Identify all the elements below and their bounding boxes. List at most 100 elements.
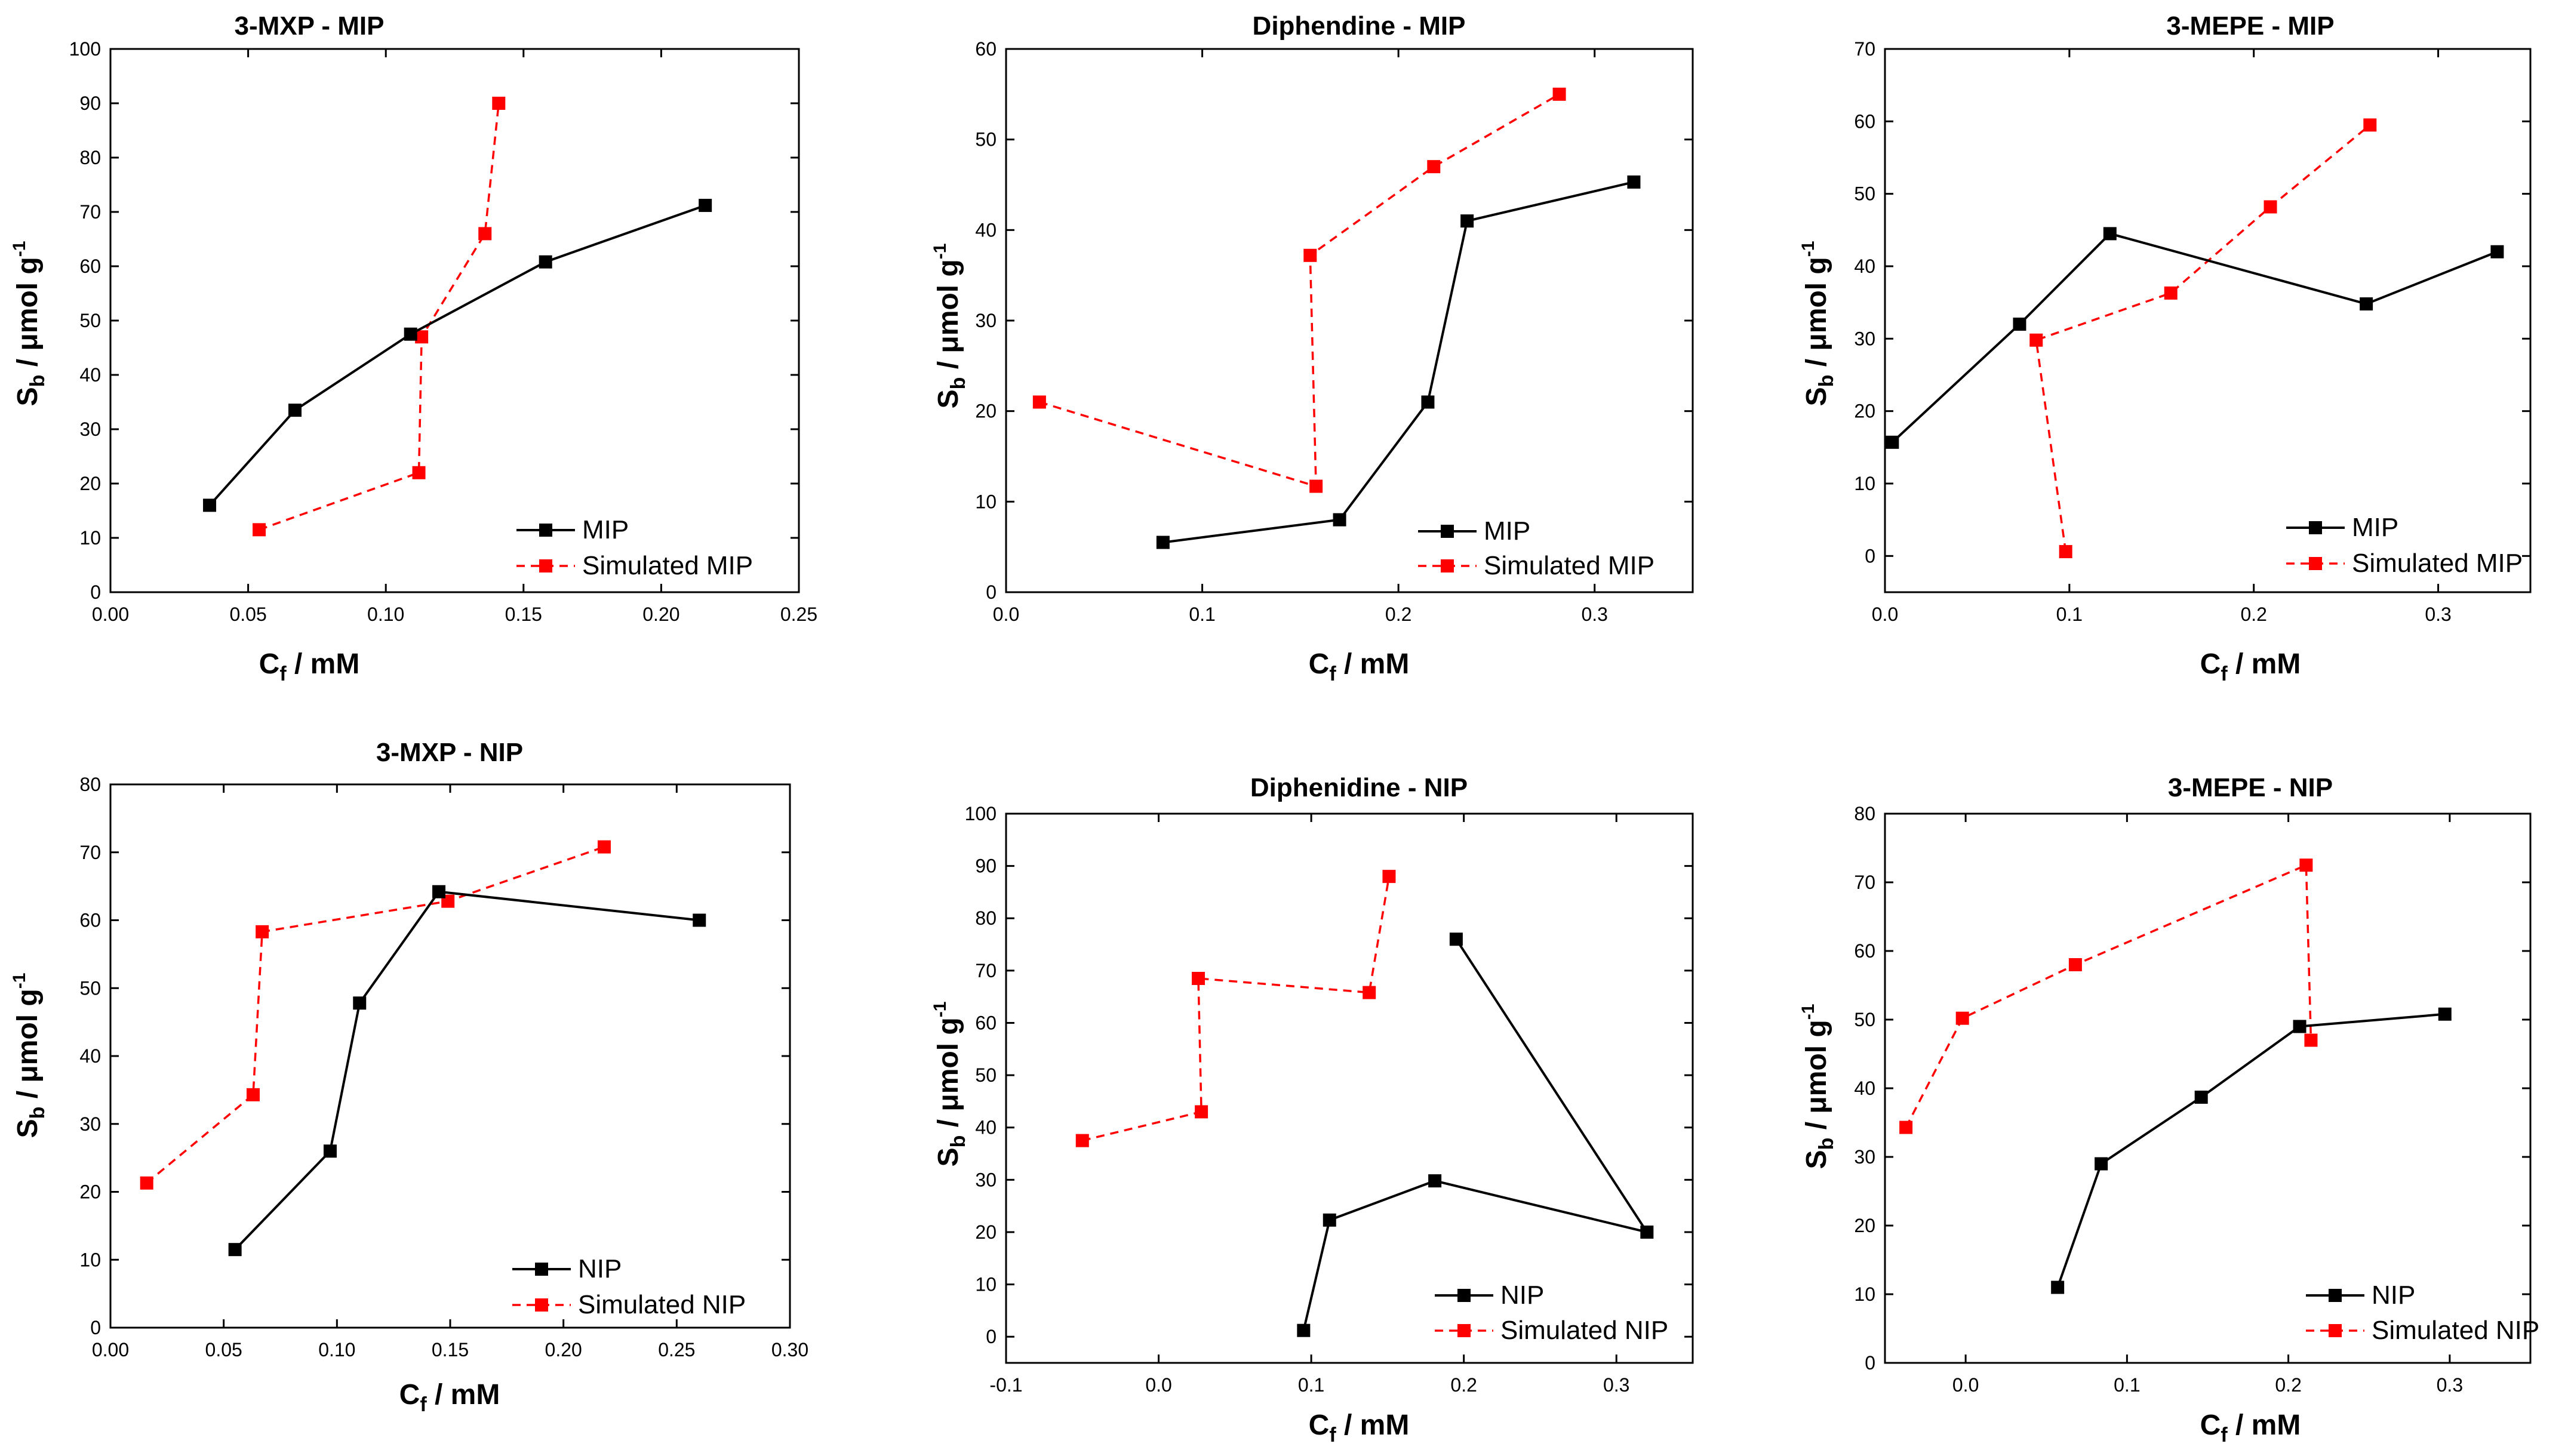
data-point <box>1303 248 1317 262</box>
y-tick-label: 0 <box>986 581 997 603</box>
legend-marker <box>539 524 552 537</box>
data-point <box>2103 227 2117 241</box>
x-tick-label: -0.1 <box>989 1374 1022 1396</box>
y-tick-label: 40 <box>1854 256 1875 277</box>
x-tick-label: 0.30 <box>771 1339 808 1360</box>
legend-label: Simulated NIP <box>1500 1316 1668 1345</box>
x-tick-label: 0.2 <box>2275 1374 2301 1396</box>
data-point <box>1640 1225 1654 1239</box>
x-tick-label: 0.00 <box>92 1339 129 1360</box>
y-tick-label: 10 <box>79 527 101 549</box>
y-tick-label: 10 <box>975 1274 997 1295</box>
y-tick-label: 40 <box>975 1117 997 1138</box>
data-point <box>1552 87 1566 101</box>
y-axis-label: Sb / μmol g-1 <box>1798 241 1838 407</box>
data-point <box>1192 972 1205 985</box>
data-point <box>1297 1323 1311 1337</box>
data-point <box>2059 545 2072 559</box>
data-point <box>1428 1174 1442 1188</box>
data-point <box>1323 1213 1336 1227</box>
data-point <box>404 327 417 341</box>
data-point <box>2013 318 2026 331</box>
data-point <box>1955 1011 1969 1025</box>
series-line <box>1163 181 1634 544</box>
data-point <box>2051 1280 2065 1294</box>
legend-marker <box>535 1298 548 1312</box>
plot-frame <box>1884 812 2532 1364</box>
series-line <box>1082 876 1391 1142</box>
data-point <box>2293 1020 2306 1033</box>
legend-label: Simulated MIP <box>582 551 753 580</box>
y-tick-label: 20 <box>975 1221 997 1243</box>
data-point <box>353 996 367 1010</box>
legend-marker <box>1441 559 1454 572</box>
legend-marker <box>2309 521 2322 534</box>
data-point <box>2438 1007 2452 1021</box>
y-tick-label: 80 <box>79 147 101 168</box>
legend-label: Simulated MIP <box>1484 551 1654 580</box>
x-tick-label: 0.0 <box>1872 604 1898 625</box>
y-axis-label: Sb / μmol g-1 <box>10 241 49 407</box>
series-line <box>1302 938 1650 1331</box>
y-tick-label: 80 <box>79 774 101 795</box>
x-tick-label: 0.3 <box>2425 604 2451 625</box>
y-tick-label: 20 <box>1854 401 1875 422</box>
y-tick-label: 20 <box>1854 1215 1875 1236</box>
y-tick-label: 10 <box>79 1249 101 1270</box>
x-tick-label: 0.05 <box>229 604 266 625</box>
legend-marker <box>2329 1324 2342 1337</box>
y-tick-label: 50 <box>975 1064 997 1086</box>
chart-title: 3-MXP - NIP <box>376 738 523 767</box>
y-tick-label: 100 <box>69 38 101 60</box>
data-point <box>1427 160 1441 174</box>
data-point <box>2363 118 2377 132</box>
x-tick-label: 0.1 <box>1298 1374 1324 1396</box>
legend-label: MIP <box>582 515 629 544</box>
data-point <box>2490 245 2504 258</box>
y-tick-label: 20 <box>79 1181 101 1203</box>
y-tick-label: 0 <box>986 1326 997 1347</box>
y-tick-label: 50 <box>79 310 101 331</box>
legend-marker <box>1457 1289 1471 1302</box>
y-tick-label: 70 <box>79 842 101 863</box>
data-point <box>492 97 506 110</box>
data-point <box>693 913 706 927</box>
y-tick-label: 30 <box>1854 328 1875 349</box>
x-tick-label: 0.0 <box>993 604 1019 625</box>
data-point <box>1309 479 1323 493</box>
y-axis-label: Sb / μmol g-1 <box>10 973 49 1138</box>
data-point <box>2164 286 2178 300</box>
data-point <box>1156 535 1170 549</box>
x-tick-label: 0.1 <box>2114 1374 2140 1396</box>
y-tick-label: 10 <box>1854 473 1875 494</box>
x-tick-label: 0.1 <box>2056 604 2083 625</box>
data-point <box>2264 200 2277 214</box>
y-tick-label: 30 <box>79 418 101 440</box>
x-tick-label: 0.3 <box>1603 1374 1629 1396</box>
x-tick-label: 0.10 <box>367 604 404 625</box>
data-point <box>140 1176 153 1190</box>
data-point <box>1899 1121 1913 1134</box>
x-axis-label: Cf / mM <box>259 648 360 685</box>
legend-label: MIP <box>1484 516 1530 546</box>
legend-marker <box>1441 525 1454 538</box>
y-tick-label: 60 <box>975 38 997 60</box>
legend-marker <box>2329 1289 2342 1302</box>
data-point <box>415 330 429 344</box>
y-tick-label: 50 <box>1854 183 1875 205</box>
x-axis-label: Cf / mM <box>2200 1409 2301 1446</box>
data-point <box>246 1088 260 1101</box>
series-line <box>2035 124 2371 552</box>
data-point <box>2029 333 2043 347</box>
y-tick-label: 70 <box>1854 38 1875 60</box>
chart-title: Diphenidine - NIP <box>1250 773 1468 802</box>
y-tick-label: 40 <box>79 1045 101 1067</box>
x-axis-label: Cf / mM <box>2200 648 2301 685</box>
y-tick-label: 20 <box>79 473 101 494</box>
data-point <box>432 885 446 898</box>
chart-panel: 3-MEPE - NIP Cf / mM Sb / μmol g-1 NIP S… <box>1798 773 2539 1446</box>
data-point <box>2068 958 2082 971</box>
series-line <box>2056 1012 2445 1288</box>
y-tick-label: 60 <box>79 256 101 277</box>
chart-title: 3-MXP - MIP <box>234 11 384 41</box>
